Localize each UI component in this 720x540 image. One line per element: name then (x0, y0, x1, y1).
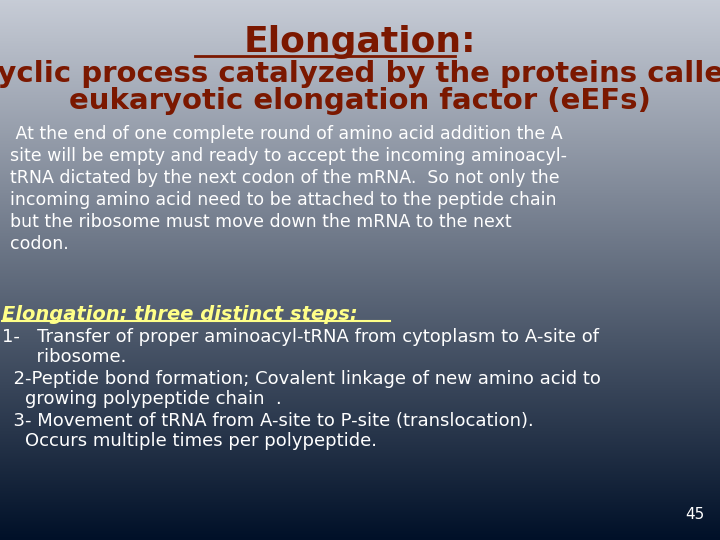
Text: At the end of one complete round of amino acid addition the A: At the end of one complete round of amin… (10, 125, 562, 143)
Text: site will be empty and ready to accept the incoming aminoacyl-: site will be empty and ready to accept t… (10, 147, 567, 165)
Text: 2-Peptide bond formation; Covalent linkage of new amino acid to: 2-Peptide bond formation; Covalent linka… (2, 370, 601, 388)
Text: Cyclic process catalyzed by the proteins called: Cyclic process catalyzed by the proteins… (0, 60, 720, 88)
Text: ribosome.: ribosome. (2, 348, 127, 366)
Text: 1-   Transfer of proper aminoacyl-tRNA from cytoplasm to A-site of: 1- Transfer of proper aminoacyl-tRNA fro… (2, 328, 599, 346)
Text: Elongation: three distinct steps:: Elongation: three distinct steps: (2, 305, 358, 324)
Text: incoming amino acid need to be attached to the peptide chain: incoming amino acid need to be attached … (10, 191, 557, 209)
Text: tRNA dictated by the next codon of the mRNA.  So not only the: tRNA dictated by the next codon of the m… (10, 169, 559, 187)
Text: eukaryotic elongation factor (eEFs): eukaryotic elongation factor (eEFs) (69, 87, 651, 115)
Text: codon.: codon. (10, 235, 68, 253)
Text: Elongation:: Elongation: (244, 25, 476, 59)
Text: Occurs multiple times per polypeptide.: Occurs multiple times per polypeptide. (2, 432, 377, 450)
Text: growing polypeptide chain  .: growing polypeptide chain . (2, 390, 282, 408)
Text: 45: 45 (685, 507, 705, 522)
Text: but the ribosome must move down the mRNA to the next: but the ribosome must move down the mRNA… (10, 213, 512, 231)
Text: 3- Movement of tRNA from A-site to P-site (translocation).: 3- Movement of tRNA from A-site to P-sit… (2, 412, 534, 430)
